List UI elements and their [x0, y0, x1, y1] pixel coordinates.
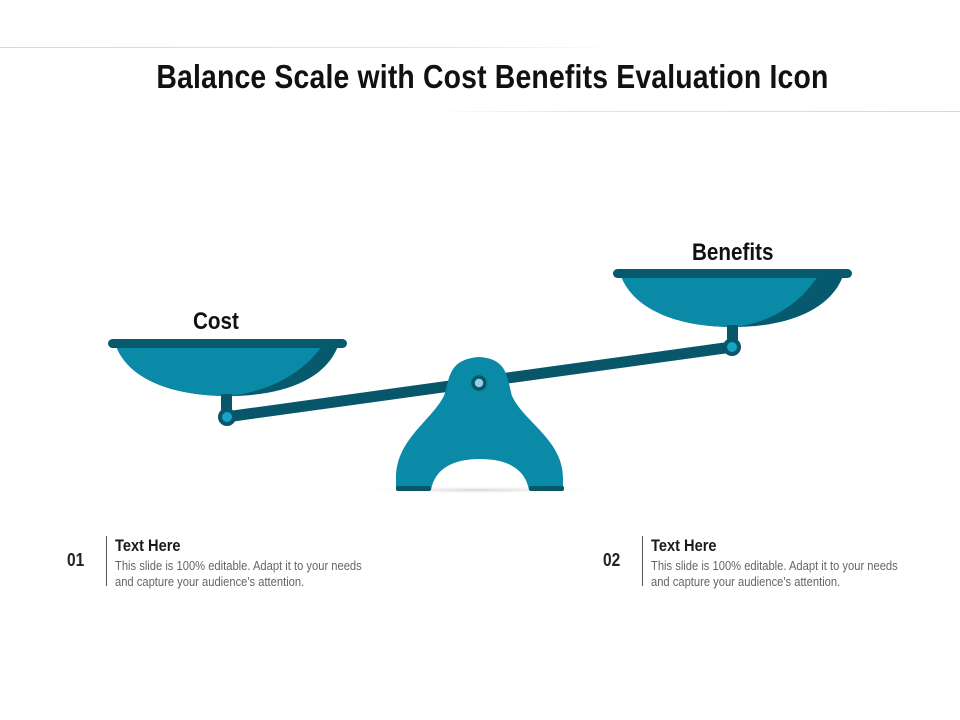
item-description: This slide is 100% editable. Adapt it to…: [651, 558, 898, 589]
item-heading: Text Here: [115, 536, 181, 555]
cost-label: Cost: [193, 308, 239, 335]
item-number: 02: [603, 550, 621, 570]
benefits-label: Benefits: [692, 239, 774, 266]
ground-shadow: [348, 486, 608, 494]
item-divider: [642, 536, 643, 586]
item-number: 01: [67, 550, 85, 570]
left-pan-joint-icon: [218, 408, 236, 426]
right-pan-stem: [727, 325, 738, 341]
left-pan-bowl-highlight: [116, 346, 322, 396]
left-pan-stem: [221, 394, 232, 410]
right-pan-bowl-highlight: [621, 276, 818, 327]
item-divider: [106, 536, 107, 586]
right-pan-joint-icon: [723, 338, 741, 356]
bottom-decorative-line: [430, 111, 960, 112]
item-heading: Text Here: [651, 536, 717, 555]
item-description: This slide is 100% editable. Adapt it to…: [115, 558, 362, 589]
pivot-icon: [471, 375, 487, 391]
base-foot-right: [529, 486, 564, 491]
page-title: Balance Scale with Cost Benefits Evaluat…: [156, 58, 829, 95]
right-pan-rim: [613, 269, 852, 278]
base-foot-left: [396, 486, 431, 491]
top-decorative-line: [0, 47, 620, 48]
scale-base: [396, 357, 563, 490]
left-pan-rim: [108, 339, 347, 348]
